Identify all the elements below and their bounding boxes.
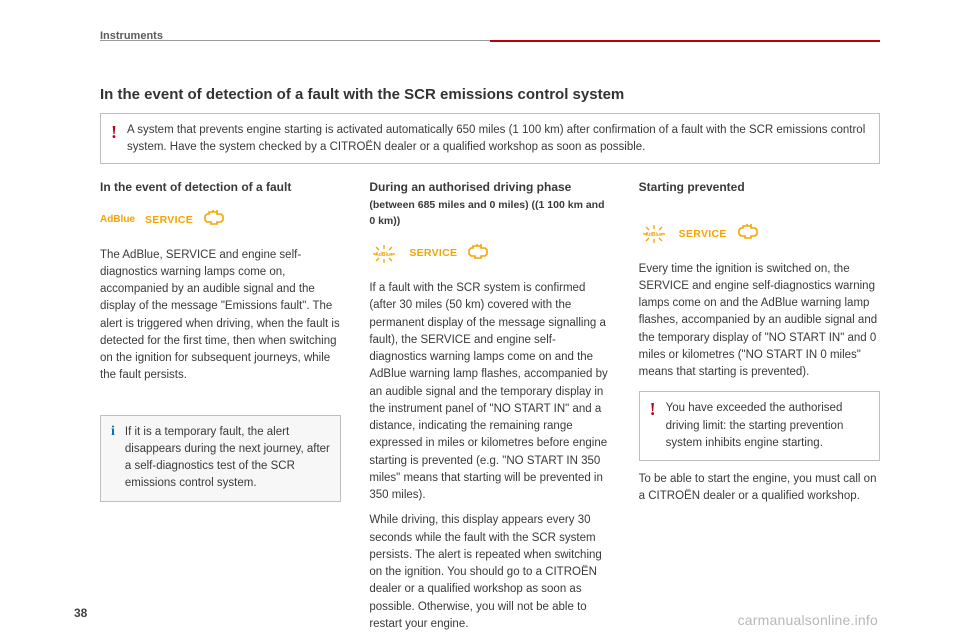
col3-alert-box: ! You have exceeded the authorised drivi…: [639, 391, 880, 461]
col3-body2: To be able to start the engine, you must…: [639, 471, 880, 506]
warning-icon: !: [111, 123, 117, 141]
col1-heading: In the event of detection of a fault: [100, 178, 341, 196]
column-2: During an authorised driving phase (betw…: [369, 178, 610, 633]
adblue-flashing-icon: AdBlue: [369, 243, 399, 265]
service-icon: SERVICE: [409, 246, 457, 262]
engine-icon: [203, 208, 227, 232]
col3-body: Every time the ignition is switched on, …: [639, 261, 880, 382]
warning-lamps-row: AdBlue SERVICE: [100, 208, 341, 232]
col2-body2: While driving, this display appears ever…: [369, 512, 610, 633]
info-icon: i: [111, 425, 115, 439]
col3-alert-text: You have exceeded the authorised driving…: [666, 400, 869, 452]
warning-lamps-row-2: AdBlue SERVICE: [369, 242, 610, 266]
column-1: In the event of detection of a fault AdB…: [100, 178, 341, 633]
adblue-icon: AdBlue: [100, 215, 135, 225]
top-alert-text: A system that prevents engine starting i…: [127, 122, 869, 155]
engine-icon: [737, 222, 761, 246]
adblue-flashing-icon: AdBlue: [639, 223, 669, 245]
svg-text:AdBlue: AdBlue: [376, 252, 394, 258]
info-box: i If it is a temporary fault, the alert …: [100, 415, 341, 502]
col2-subheading: (between 685 miles and 0 miles) ((1 100 …: [369, 198, 610, 230]
warning-lamps-row-3: AdBlue SERVICE: [639, 222, 880, 246]
page-title: In the event of detection of a fault wit…: [100, 86, 880, 103]
columns: In the event of detection of a fault AdB…: [100, 178, 880, 633]
engine-icon: [467, 242, 491, 266]
watermark: carmanualsonline.info: [738, 612, 878, 628]
column-3: Starting prevented AdBlue SERVICE: [639, 178, 880, 633]
service-icon: SERVICE: [679, 227, 727, 243]
top-alert-box: ! A system that prevents engine starting…: [100, 113, 880, 164]
page-number: 38: [74, 606, 87, 620]
info-text: If it is a temporary fault, the alert di…: [125, 424, 330, 493]
col3-heading: Starting prevented: [639, 178, 880, 196]
col2-body: If a fault with the SCR system is confir…: [369, 280, 610, 504]
warning-icon: !: [650, 400, 656, 418]
service-icon: SERVICE: [145, 213, 193, 229]
svg-text:AdBlue: AdBlue: [645, 232, 663, 238]
page-content: In the event of detection of a fault wit…: [100, 30, 880, 633]
col2-heading: During an authorised driving phase: [369, 178, 610, 196]
col1-body: The AdBlue, SERVICE and engine self-diag…: [100, 247, 341, 385]
